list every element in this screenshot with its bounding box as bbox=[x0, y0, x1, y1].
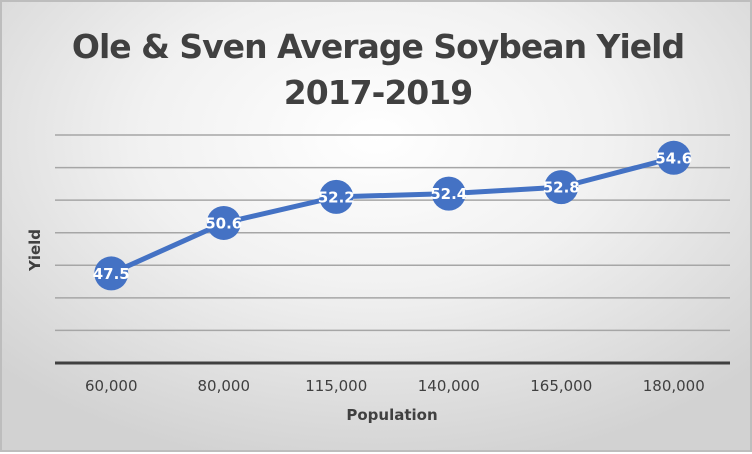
x-tick-label: 60,000 bbox=[85, 377, 138, 395]
chart-title-line-2: 2017-2019 bbox=[283, 73, 473, 112]
data-point-marker bbox=[94, 256, 129, 291]
data-point-marker bbox=[206, 205, 241, 240]
chart-title-line-1: Ole & Sven Average Soybean Yield bbox=[71, 27, 685, 66]
x-tick-label: 165,000 bbox=[530, 377, 592, 395]
x-tick-label: 180,000 bbox=[643, 377, 705, 395]
x-axis-title: Population bbox=[346, 406, 437, 424]
data-label: 52.8 bbox=[543, 179, 580, 197]
data-label: 52.4 bbox=[430, 185, 467, 203]
data-point-marker bbox=[319, 179, 354, 214]
x-tick-label: 80,000 bbox=[198, 377, 251, 395]
series-line bbox=[110, 155, 675, 276]
data-label: 47.5 bbox=[93, 265, 130, 283]
data-point-marker bbox=[431, 176, 466, 211]
data-label: 54.6 bbox=[655, 149, 692, 167]
gridlines bbox=[55, 134, 730, 332]
data-points: 47.5 50.6 52.2 52.4 52.8 54.6 bbox=[93, 140, 692, 291]
x-tick-label: 115,000 bbox=[305, 377, 367, 395]
data-point-marker bbox=[656, 140, 691, 175]
data-label: 52.2 bbox=[318, 188, 355, 206]
x-tick-label: 140,000 bbox=[418, 377, 480, 395]
data-label: 50.6 bbox=[205, 214, 242, 232]
y-axis-title: Yield bbox=[26, 229, 44, 272]
data-point-marker bbox=[544, 170, 579, 205]
x-tick-labels: 60,000 80,000 115,000 140,000 165,000 180,000 bbox=[85, 377, 705, 395]
